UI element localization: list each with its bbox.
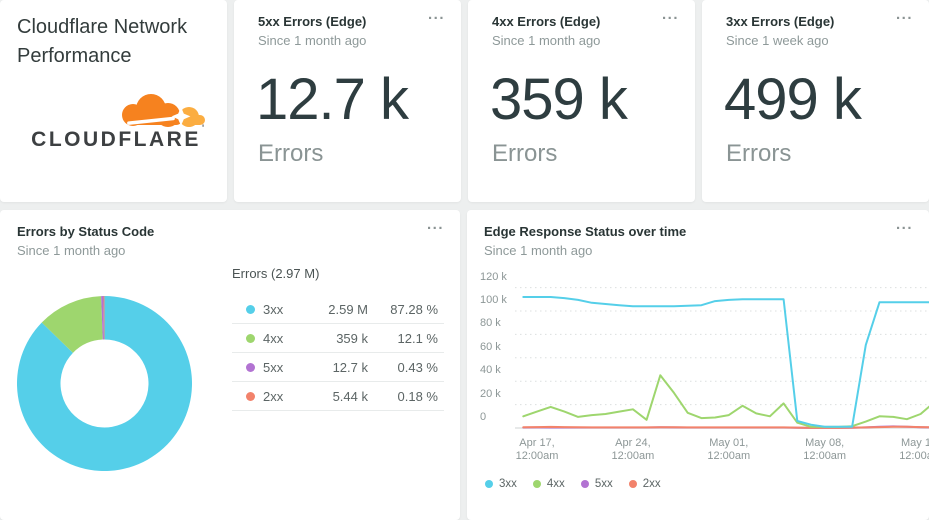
y-tick-100k: 100 k	[480, 294, 507, 306]
series-line-2xx	[522, 425, 929, 429]
slice-percent: 12.1 %	[397, 330, 438, 346]
card-title: 4xx Errors (Edge)	[492, 14, 601, 29]
legend-label: 5xx	[594, 478, 613, 490]
ellipsis-menu-button[interactable]: ...	[895, 6, 913, 23]
y-tick-20k: 20 k	[480, 387, 501, 400]
legend-label: 4xx	[546, 478, 565, 490]
dashboard-title: Cloudflare Network Performance	[17, 16, 188, 67]
line-chart-card: Edge Response Status over time Since 1 m…	[467, 210, 929, 520]
pie-row-3xx[interactable]: 3xx 2.59 M 87.28 %	[232, 295, 444, 324]
y-tick-60k: 60 k	[480, 340, 501, 353]
color-dot-icon	[246, 391, 255, 401]
slice-percent: 87.28 %	[390, 301, 438, 317]
slice-label: 5xx	[263, 359, 284, 375]
slice-value: 359 k	[336, 330, 368, 346]
ellipsis-menu-button[interactable]: ...	[661, 6, 679, 23]
pie-table-header: Errors (2.97 M)	[232, 266, 320, 281]
card-subtitle: Since 1 month ago	[492, 33, 601, 48]
slice-value: 2.59 M	[328, 301, 368, 317]
x-tick-May01: May 01, 12:00am	[707, 437, 751, 462]
slice-value: 5.44 k	[332, 388, 368, 404]
ellipsis-menu-button[interactable]: ...	[895, 216, 913, 233]
y-tick-80k: 80 k	[480, 317, 501, 330]
donut-slice-2xx[interactable]	[103, 296, 105, 340]
slice-percent: 0.43 %	[397, 359, 438, 375]
card-subtitle: Since 1 month ago	[484, 243, 593, 258]
pie-chart-card: Errors by Status Code Since 1 month ago …	[0, 210, 460, 520]
slice-label: 2xx	[263, 388, 284, 404]
title-card: Cloudflare Network Performance CLOUDFLAR…	[0, 0, 227, 202]
kpi-card-3xx: 3xx Errors (Edge) Since 1 week ago ... 4…	[702, 0, 929, 202]
svg-text:': '	[202, 123, 204, 135]
card-title: Edge Response Status over time	[484, 224, 687, 239]
legend-item-2xx[interactable]: 2xx	[628, 478, 661, 490]
slice-percent: 0.18 %	[397, 388, 438, 404]
y-tick-0: 0	[480, 411, 487, 423]
color-dot-icon	[580, 480, 589, 488]
donut-slice-5xx[interactable]	[101, 296, 104, 340]
x-tick-Apr17: Apr 17, 12:00am	[515, 437, 559, 462]
y-tick-120k: 120 k	[480, 270, 507, 283]
cloudflare-cloud-icon: CLOUDFLARE '	[31, 93, 205, 151]
pie-row-2xx[interactable]: 2xx 5.44 k 0.18 %	[232, 382, 444, 411]
pie-legend-table: Errors (2.97 M) 3xx 2.59 M 87.28 % 4xx 3…	[232, 266, 444, 411]
series-line-5xx	[522, 425, 929, 429]
legend-item-4xx[interactable]: 4xx	[532, 478, 565, 490]
card-title: Errors by Status Code	[17, 224, 155, 239]
kpi-unit: Errors	[492, 140, 558, 167]
ellipsis-menu-button[interactable]: ...	[427, 6, 445, 23]
legend-label: 2xx	[642, 478, 661, 490]
kpi-unit: Errors	[258, 140, 324, 167]
logo-wordmark: CLOUDFLARE	[31, 128, 201, 151]
series-line-3xx	[522, 296, 929, 428]
kpi-card-4xx: 4xx Errors (Edge) Since 1 month ago ... …	[468, 0, 695, 202]
donut-slice-4xx[interactable]	[41, 296, 103, 353]
color-dot-icon	[246, 333, 255, 343]
card-subtitle: Since 1 month ago	[17, 243, 126, 258]
color-dot-icon	[246, 304, 255, 314]
x-tick-Apr24: Apr 24, 12:00am	[611, 437, 655, 462]
kpi-card-5xx: 5xx Errors (Edge) Since 1 month ago ... …	[234, 0, 461, 202]
donut-slice-3xx[interactable]	[17, 296, 193, 471]
pie-row-4xx[interactable]: 4xx 359 k 12.1 %	[232, 324, 444, 353]
legend-item-5xx[interactable]: 5xx	[580, 478, 613, 490]
y-tick-40k: 40 k	[480, 364, 501, 377]
legend-label: 3xx	[499, 478, 517, 490]
kpi-value: 12.7 k	[256, 67, 409, 132]
slice-label: 4xx	[263, 330, 284, 346]
kpi-value: 499 k	[724, 67, 862, 132]
legend-item-3xx[interactable]: 3xx	[485, 478, 517, 490]
slice-label: 3xx	[263, 301, 284, 317]
kpi-unit: Errors	[726, 140, 792, 167]
color-dot-icon	[628, 480, 637, 488]
chart-legend: 3xx 4xx 5xx 2xx	[485, 478, 661, 490]
card-title: 5xx Errors (Edge)	[258, 14, 367, 29]
x-tick-May08: May 08, 12:00am	[803, 437, 847, 462]
series-line-4xx	[522, 374, 929, 428]
cloudflare-logo: CLOUDFLARE '	[17, 83, 214, 156]
pie-row-5xx[interactable]: 5xx 12.7 k 0.43 %	[232, 353, 444, 382]
ellipsis-menu-button[interactable]: ...	[426, 216, 444, 233]
donut-chart[interactable]	[0, 210, 460, 520]
card-subtitle: Since 1 month ago	[258, 33, 367, 48]
card-title: 3xx Errors (Edge)	[726, 14, 835, 29]
color-dot-icon	[532, 480, 541, 488]
x-tick-May15: May 15,12:00am	[899, 437, 929, 462]
kpi-value: 359 k	[490, 67, 628, 132]
color-dot-icon	[485, 480, 493, 488]
slice-value: 12.7 k	[332, 359, 368, 375]
card-subtitle: Since 1 week ago	[726, 33, 829, 48]
color-dot-icon	[246, 362, 255, 372]
